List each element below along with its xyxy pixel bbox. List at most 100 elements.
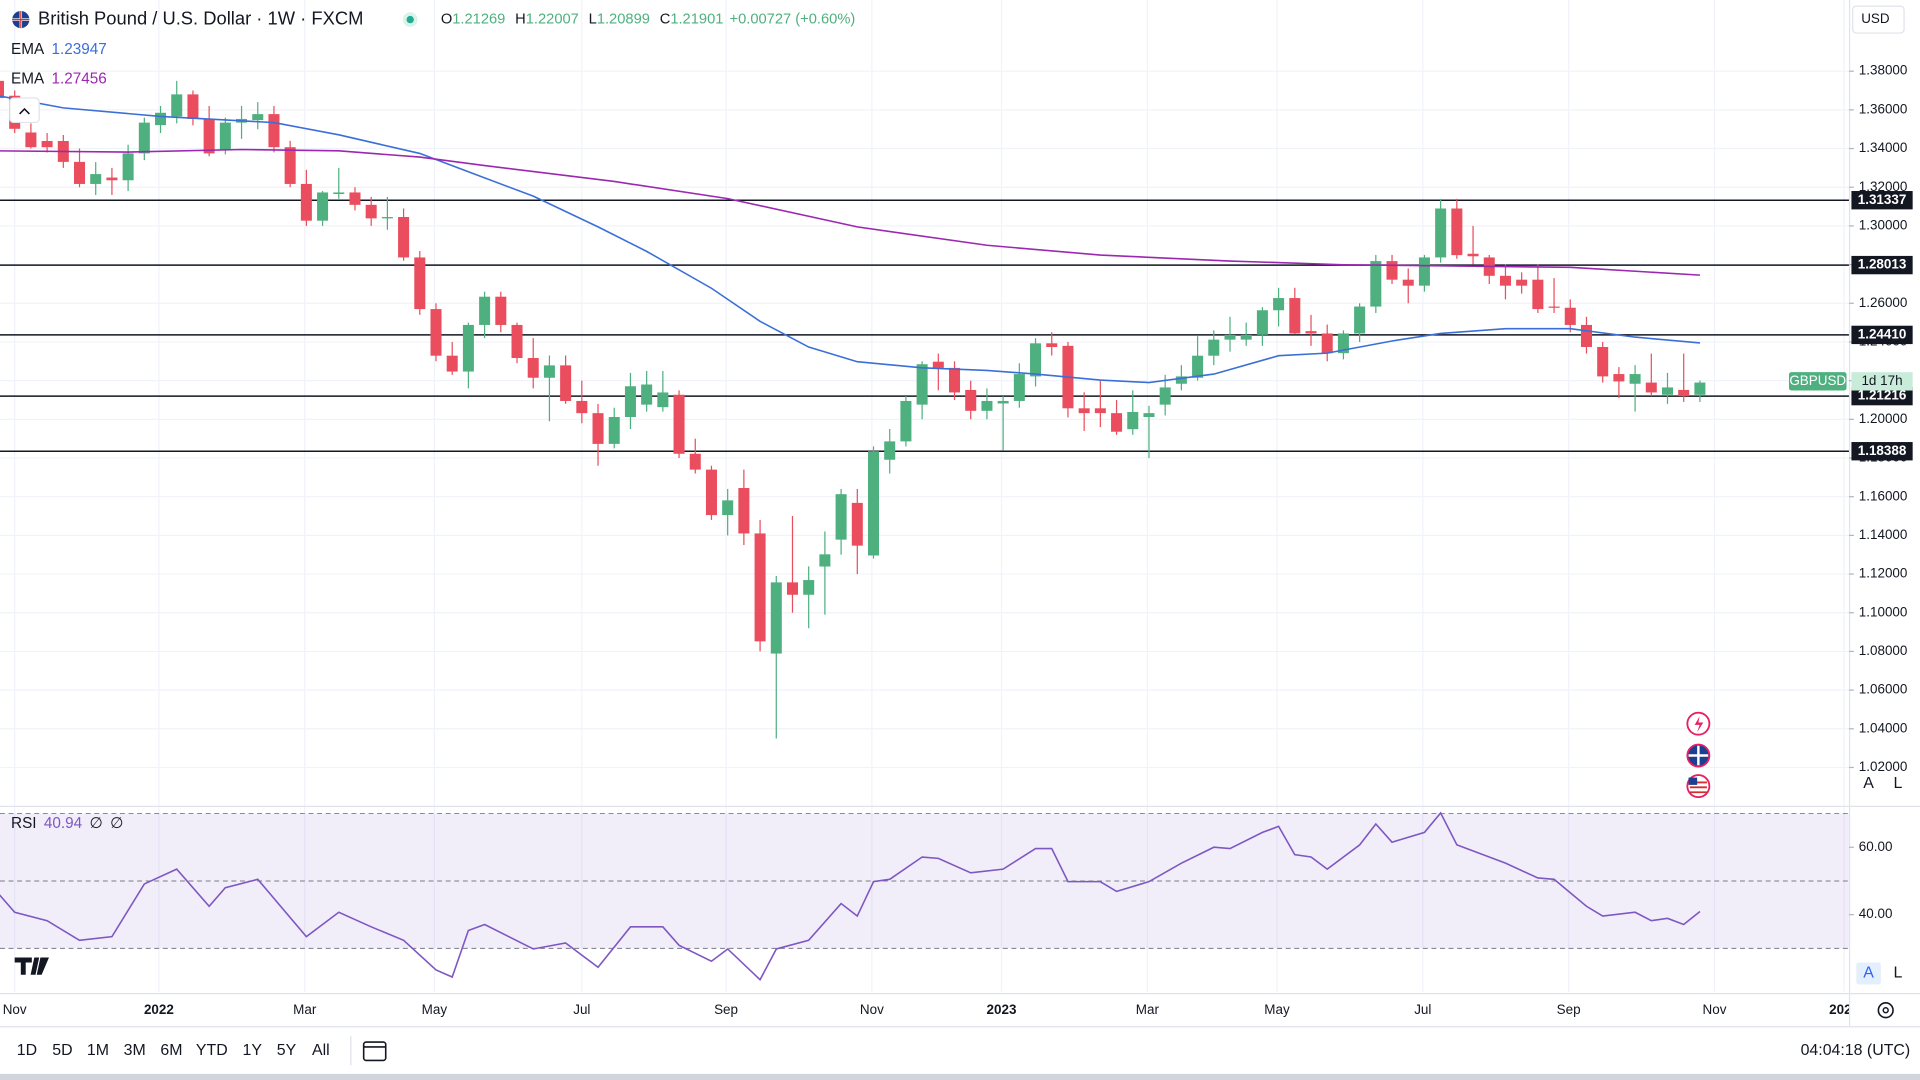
candle-body xyxy=(884,441,896,460)
ohlc-value: 1.21269 xyxy=(452,11,505,27)
candle-body xyxy=(673,394,685,454)
candle-body xyxy=(560,365,572,401)
y-tick-label: 1.32000 xyxy=(1859,179,1908,194)
scale-button[interactable] xyxy=(1856,772,1881,795)
candle-body xyxy=(122,153,134,181)
candle-body xyxy=(1548,306,1560,308)
range-button[interactable]: 5D xyxy=(52,1042,72,1059)
currency-button[interactable] xyxy=(1852,5,1905,34)
y-tick-label: 1.06000 xyxy=(1859,682,1908,697)
candle-body xyxy=(705,469,717,516)
range-button[interactable]: 6M xyxy=(160,1042,182,1059)
candle-body xyxy=(867,451,880,556)
candle-body xyxy=(803,580,815,595)
range-button[interactable]: 1D xyxy=(17,1042,37,1059)
candle-body xyxy=(1645,382,1657,393)
candle-body xyxy=(1532,279,1544,310)
candle-body xyxy=(1321,333,1333,354)
candle-body xyxy=(754,533,766,642)
ohlc-value: 1.21901 xyxy=(670,11,723,27)
symbol-title: British Pound / U.S. Dollar · 1W · FXCM xyxy=(38,7,363,28)
candle-body xyxy=(0,80,5,99)
scale-button[interactable] xyxy=(1885,772,1911,795)
settings-icon xyxy=(1877,1002,1894,1019)
candle-body xyxy=(592,413,604,444)
x-tick-label: 2023 xyxy=(987,1002,1017,1017)
candle-body xyxy=(1418,257,1430,286)
candle-body xyxy=(1127,411,1139,430)
candle-body xyxy=(608,417,620,444)
candle-body xyxy=(155,112,167,126)
x-tick-label: 2022 xyxy=(144,1002,174,1017)
calendar-icon xyxy=(362,1041,387,1062)
y-tick-label: 1.38000 xyxy=(1859,63,1908,78)
candle-body xyxy=(1094,408,1106,414)
rsi-y-tick-label: 60.00 xyxy=(1859,839,1893,854)
level-label-box xyxy=(1851,442,1913,461)
x-tick-label: Nov xyxy=(860,1002,884,1017)
legend-value: 40.94 xyxy=(44,815,83,832)
x-tick-label: May xyxy=(422,1002,448,1017)
x-tick-label: Jul xyxy=(1414,1002,1431,1017)
level-label: 1.18388 xyxy=(1858,443,1907,458)
ema-line xyxy=(0,148,1701,276)
candle-body xyxy=(689,453,701,470)
candle-body xyxy=(900,400,912,442)
legend-name: EMA xyxy=(11,41,45,58)
scale-button[interactable] xyxy=(1856,962,1881,985)
collapse-legend-button[interactable] xyxy=(9,97,40,124)
collapse-icon xyxy=(19,107,30,115)
candle-body xyxy=(1661,387,1674,395)
candle-body xyxy=(381,217,393,219)
candle-body xyxy=(106,177,118,181)
candle-body xyxy=(770,582,782,654)
candle-body xyxy=(1597,346,1609,377)
candle-body xyxy=(965,389,977,411)
scale-button-label: L xyxy=(1894,965,1903,982)
event-flag xyxy=(1688,745,1709,766)
range-toolbar: 1D 5D 1M 3M 6M YTD 1Y 5Y All xyxy=(17,1042,330,1059)
level-label: 1.21216 xyxy=(1858,388,1907,403)
candle-body xyxy=(1273,298,1285,311)
candle-body xyxy=(949,367,961,393)
x-tick-label: Sep xyxy=(1557,1002,1581,1017)
scale-button[interactable] xyxy=(1885,962,1911,985)
candle-body xyxy=(1175,376,1187,384)
candle-body xyxy=(819,554,831,567)
indicator-legend: EMA 1.27456 xyxy=(11,71,107,88)
rsi-band xyxy=(0,813,1849,949)
range-button[interactable]: 1Y xyxy=(243,1042,263,1059)
range-button[interactable]: 5Y xyxy=(277,1042,297,1059)
candle-body xyxy=(543,365,555,378)
level-label-box xyxy=(1851,255,1913,275)
y-tick-label: 1.16000 xyxy=(1859,488,1908,503)
scale-button-label: A xyxy=(1863,775,1874,792)
candle-body xyxy=(300,183,312,221)
range-button[interactable]: 1M xyxy=(87,1042,109,1059)
range-button[interactable]: 3M xyxy=(124,1042,146,1059)
candle-body xyxy=(1694,382,1706,395)
candle-body xyxy=(1402,279,1414,286)
range-button[interactable]: All xyxy=(312,1042,330,1059)
event-bolt xyxy=(1694,716,1704,733)
level-label-box xyxy=(1851,325,1913,345)
y-tick-label: 1.20000 xyxy=(1859,411,1908,426)
candle-body xyxy=(835,494,847,540)
x-tick-label: 2024 xyxy=(1829,1002,1859,1017)
legend-name: RSI xyxy=(11,815,37,832)
candle-body xyxy=(1013,374,1025,401)
candle-body xyxy=(1564,307,1576,325)
range-button[interactable]: YTD xyxy=(196,1042,228,1059)
candle-body xyxy=(333,192,345,194)
tradingview-logo xyxy=(14,957,49,975)
candle-body xyxy=(1240,334,1252,340)
settings-button[interactable] xyxy=(1877,1002,1894,1019)
candle-body xyxy=(41,141,53,148)
candle-body xyxy=(981,400,993,411)
candle-body xyxy=(786,582,798,595)
candle-body xyxy=(1289,298,1301,334)
legend-param: ∅ xyxy=(89,815,102,832)
price-pane xyxy=(0,80,1849,739)
candle-body xyxy=(252,114,264,121)
date-range-button[interactable] xyxy=(362,1041,387,1062)
